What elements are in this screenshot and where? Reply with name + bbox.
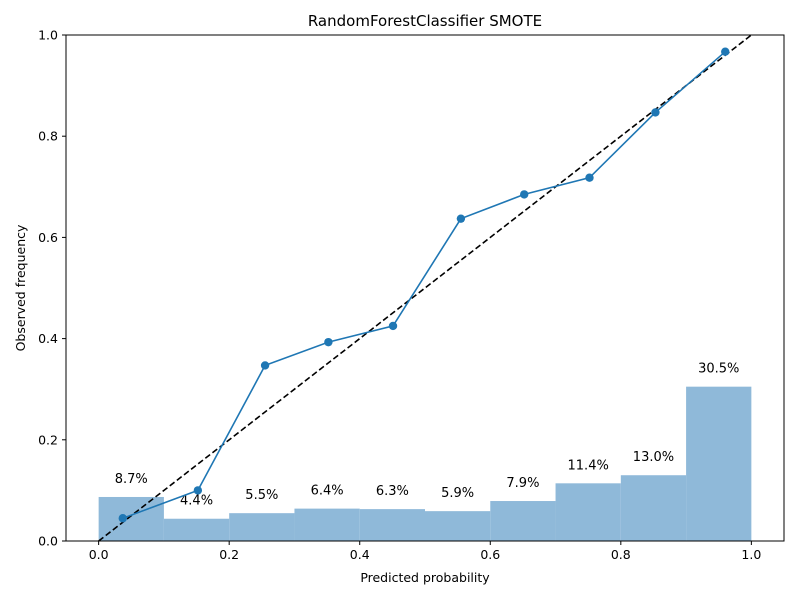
calibration-point [520, 190, 529, 199]
histogram-bar [620, 475, 687, 541]
chart-title: RandomForestClassifier SMOTE [308, 12, 542, 30]
x-tick-label: 0.8 [611, 547, 631, 562]
bar-value-label: 5.9% [441, 486, 474, 501]
y-tick-label: 0.2 [38, 432, 58, 447]
histogram-bar [163, 518, 230, 541]
calibration-point [456, 214, 466, 223]
calibration-point [721, 47, 730, 56]
x-axis-label: Predicted probability [360, 570, 490, 585]
histogram-bar-labels: 8.7% 4.4% 5.5% 6.4% 6.3% 5.9% 7.9% 11.4% 13.0% 30… [115, 362, 740, 509]
calibration-point [585, 173, 594, 182]
y-tick-label: 0.0 [38, 534, 58, 549]
histogram-bars [98, 386, 752, 541]
x-tick-label: 0.0 [89, 547, 109, 562]
histogram-bar [490, 501, 556, 541]
bar-value-label: 6.4% [311, 484, 344, 499]
y-axis-label: Observed frequency [13, 224, 28, 351]
x-tick-label: 0.6 [480, 547, 500, 562]
bar-value-label: 4.4% [180, 494, 213, 509]
histogram-bar [359, 509, 425, 541]
x-tick-label: 0.2 [219, 547, 239, 562]
x-tick-label: 0.4 [350, 547, 370, 562]
histogram-bar [294, 508, 360, 541]
y-axis-ticks: 0.0 0.2 0.4 0.6 0.8 1.0 [38, 28, 66, 549]
plot-frame [65, 34, 785, 542]
histogram-bar [229, 513, 295, 541]
histogram-bar [98, 496, 164, 541]
calibration-point [324, 337, 333, 347]
bar-value-label: 8.7% [115, 472, 148, 487]
calibration-point [388, 321, 398, 331]
x-tick-label: 1.0 [741, 547, 761, 562]
y-tick-label: 1.0 [38, 28, 58, 43]
reference-diagonal-line [98, 34, 752, 542]
bar-value-label: 5.5% [245, 488, 278, 503]
bar-value-label: 7.9% [506, 476, 539, 491]
y-tick-label: 0.8 [38, 129, 58, 144]
calibration-point [118, 514, 127, 523]
calibration-curve-group [118, 47, 730, 523]
bar-value-label: 6.3% [376, 484, 409, 499]
calibration-line [122, 51, 726, 519]
reference-line-group [98, 34, 752, 542]
y-tick-label: 0.4 [38, 331, 58, 346]
histogram-bar [555, 483, 621, 541]
x-axis-ticks: 0.0 0.2 0.4 0.6 0.8 1.0 [89, 541, 761, 562]
histogram-bar [425, 511, 491, 541]
bar-value-label: 11.4% [568, 458, 609, 473]
y-tick-label: 0.6 [38, 230, 58, 245]
calibration-point [260, 361, 270, 370]
histogram-bar [686, 386, 752, 541]
bar-value-label: 13.0% [633, 450, 674, 465]
bar-value-label: 30.5% [698, 362, 739, 377]
calibration-point [193, 486, 203, 495]
calibration-point [651, 108, 660, 117]
